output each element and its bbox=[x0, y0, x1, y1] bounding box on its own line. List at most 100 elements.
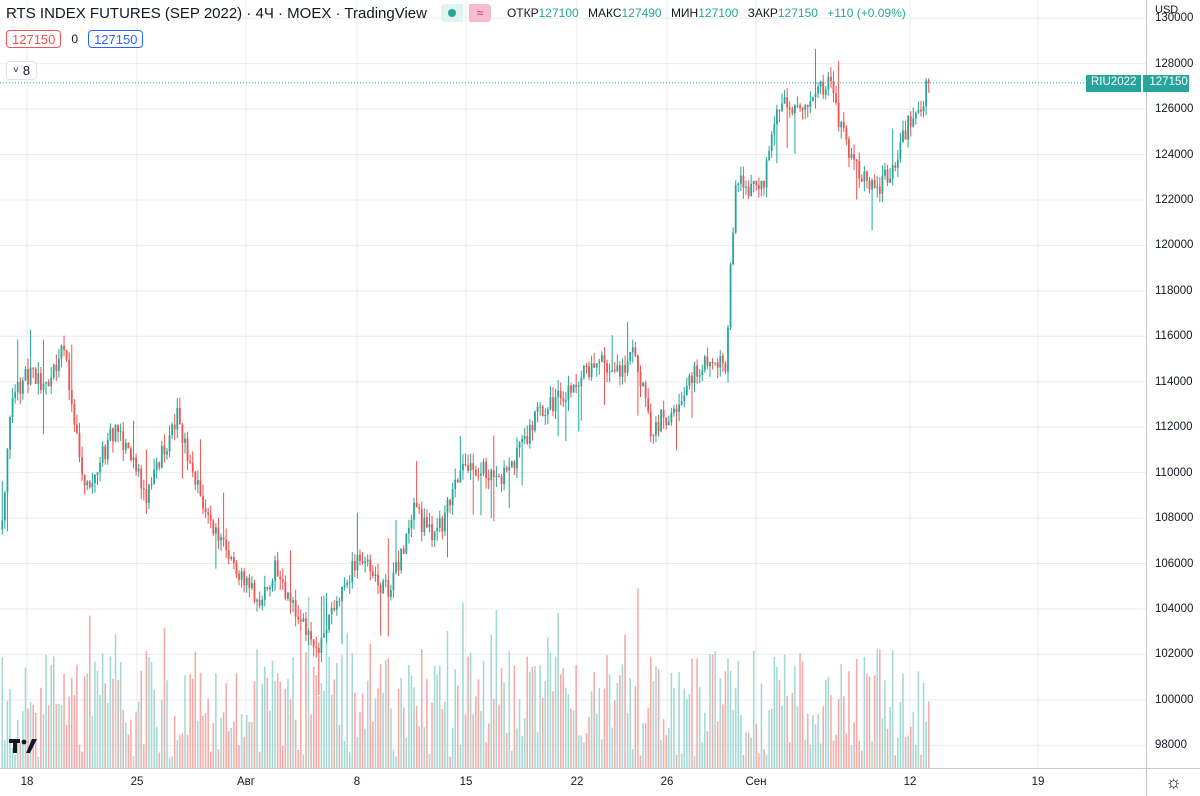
price-axis[interactable]: USD 98000 100000 102000 104000 106000 108000 1… bbox=[1146, 0, 1200, 768]
volume-bar bbox=[536, 732, 539, 768]
volume-bar bbox=[760, 683, 763, 768]
currency-label[interactable]: USD bbox=[1155, 4, 1179, 16]
volume-bar bbox=[11, 747, 14, 768]
candle-body bbox=[245, 577, 248, 586]
volume-bar bbox=[212, 723, 215, 768]
candle-body bbox=[549, 397, 552, 410]
candle-body bbox=[853, 153, 855, 160]
volume-bar bbox=[472, 714, 474, 768]
candlestick-chart[interactable] bbox=[0, 0, 1146, 768]
volume-bar bbox=[467, 656, 469, 768]
indicators-toggle[interactable]: ˅ 8 bbox=[6, 61, 38, 80]
candle-body bbox=[801, 108, 804, 110]
candle-body bbox=[158, 462, 161, 468]
volume-bar bbox=[297, 749, 300, 768]
volume-bar bbox=[665, 735, 667, 768]
volume-bar bbox=[539, 664, 541, 768]
volume-bar bbox=[189, 674, 191, 768]
candle-body bbox=[737, 183, 740, 185]
tradingview-logo-icon[interactable] bbox=[6, 733, 40, 759]
volume-bar bbox=[642, 722, 644, 768]
volume-bar bbox=[104, 683, 106, 768]
volume-bar bbox=[99, 694, 101, 768]
volume-bar bbox=[204, 713, 207, 768]
candle-body bbox=[130, 448, 132, 461]
candle-body bbox=[894, 165, 897, 168]
volume-bar bbox=[323, 690, 325, 768]
volume-bar bbox=[691, 658, 693, 768]
candle-body bbox=[168, 435, 171, 452]
indicators-count: 8 bbox=[22, 63, 31, 78]
volume-bar bbox=[68, 696, 70, 768]
volume-bar bbox=[346, 632, 348, 768]
volume-bar bbox=[724, 671, 727, 768]
volume-bar bbox=[626, 713, 629, 768]
candle-body bbox=[505, 467, 508, 471]
candle-body bbox=[673, 408, 675, 413]
candle-body bbox=[55, 364, 58, 371]
candle-body bbox=[629, 352, 632, 361]
time-tick-label: Сен bbox=[745, 776, 767, 788]
volume-bar bbox=[122, 709, 125, 768]
settings-gear-icon[interactable]: ☼ bbox=[1146, 768, 1200, 796]
volume-bar bbox=[485, 742, 487, 768]
candle-body bbox=[191, 462, 194, 472]
candle-body bbox=[305, 618, 307, 635]
candle-body bbox=[871, 180, 873, 190]
market-status[interactable]: ≈ bbox=[440, 4, 491, 22]
candle-body bbox=[124, 442, 127, 450]
candle-body bbox=[469, 463, 472, 471]
volume-bar bbox=[660, 740, 662, 768]
candle-body bbox=[719, 355, 722, 368]
candle-body bbox=[135, 457, 138, 472]
symbol-title[interactable]: RTS INDEX FUTURES (SEP 2022) · 4Ч · MOEX… bbox=[6, 4, 427, 22]
candle-body bbox=[351, 561, 354, 583]
volume-bar bbox=[547, 637, 549, 768]
candle-body bbox=[253, 583, 256, 602]
volume-bar bbox=[230, 727, 233, 768]
candle-body bbox=[848, 139, 850, 158]
volume-bar bbox=[158, 752, 161, 768]
candle-body bbox=[27, 369, 29, 385]
volume-bar bbox=[688, 693, 691, 768]
volume-bar bbox=[76, 664, 78, 768]
volume-bar bbox=[763, 749, 765, 768]
time-axis[interactable]: 18 25 Авг 8 15 22 26 Сен 12 19 bbox=[0, 768, 1146, 796]
volume-bar bbox=[52, 656, 55, 768]
volume-bar bbox=[732, 709, 734, 768]
candle-body bbox=[11, 398, 14, 418]
candle-body bbox=[670, 412, 673, 423]
volume-bar bbox=[50, 664, 52, 768]
candle-body bbox=[142, 488, 145, 490]
candle-body bbox=[490, 470, 493, 481]
volume-bar bbox=[245, 715, 248, 768]
volume-bar bbox=[153, 689, 155, 768]
candle-body bbox=[536, 406, 539, 412]
candle-body bbox=[39, 373, 42, 390]
volume-bar bbox=[65, 724, 68, 768]
candle-body bbox=[716, 362, 719, 368]
sell-price-button[interactable]: 127150 bbox=[6, 30, 62, 48]
volume-bar bbox=[220, 717, 222, 768]
volume-bar bbox=[400, 677, 402, 768]
candle-body bbox=[775, 109, 778, 125]
volume-bar bbox=[526, 656, 529, 768]
candle-body bbox=[251, 583, 253, 589]
candle-body bbox=[462, 464, 464, 471]
candle-body bbox=[600, 355, 603, 362]
volume-bar bbox=[410, 675, 413, 768]
candle-body bbox=[909, 115, 912, 127]
candle-body bbox=[464, 464, 467, 466]
volume-bar bbox=[791, 692, 794, 768]
volume-bar bbox=[480, 711, 482, 768]
volume-bar bbox=[215, 672, 217, 768]
buy-price-button[interactable]: 127150 bbox=[88, 30, 144, 48]
volume-bar bbox=[4, 740, 6, 768]
volume-bar bbox=[446, 631, 449, 768]
time-tick-label: 22 bbox=[570, 776, 584, 788]
time-tick-label: Авг bbox=[237, 776, 255, 788]
volume-bar bbox=[135, 711, 137, 768]
candle-body bbox=[814, 93, 817, 98]
candle-body bbox=[47, 381, 50, 387]
volume-bar bbox=[606, 655, 608, 768]
